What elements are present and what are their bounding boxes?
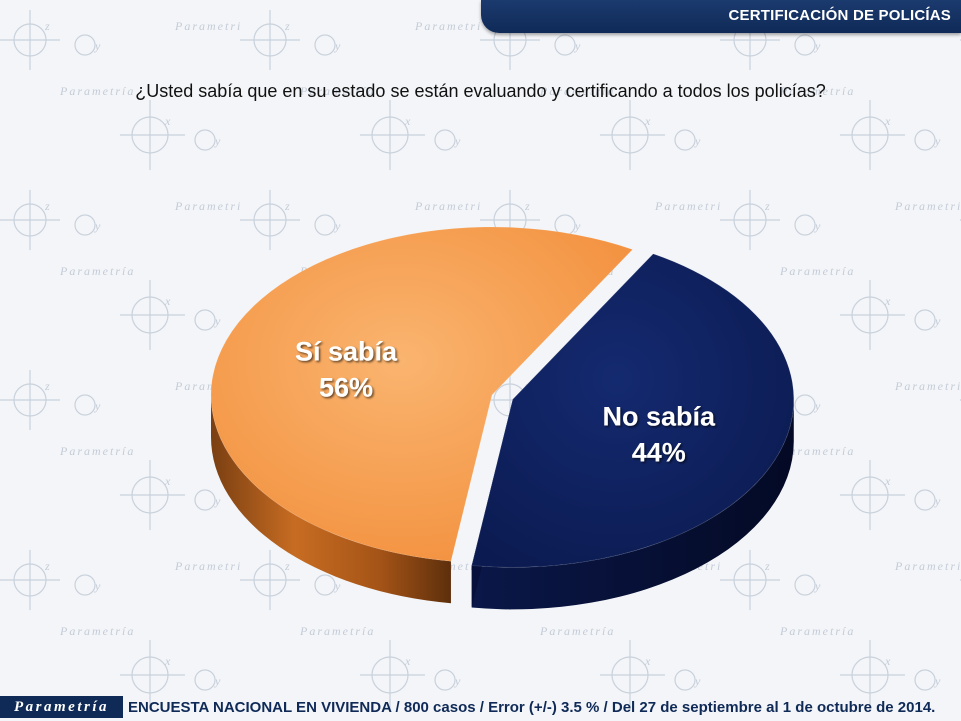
- slice-si-sabia-top: [210, 226, 634, 562]
- label-no-sabia: No sabía: [602, 402, 716, 432]
- label-no-sabia-value: 44%: [632, 438, 686, 468]
- footer: Parametría ENCUESTA NACIONAL EN VIVIENDA…: [0, 694, 961, 721]
- slice-no-sabia: [471, 253, 795, 610]
- header-bar: CERTIFICACIÓN DE POLICÍAS: [481, 0, 961, 33]
- label-si-sabia: Sí sabía: [295, 337, 398, 367]
- header-title: CERTIFICACIÓN DE POLICÍAS: [728, 7, 951, 24]
- chart-title: ¿Usted sabía que en su estado se están e…: [135, 81, 826, 101]
- slice-no-sabia-side: [471, 399, 794, 610]
- slice-no-sabia-top: [471, 253, 795, 568]
- slice-si-sabia: [210, 226, 634, 604]
- slice-si-sabia-side: [211, 395, 451, 604]
- survey-note: ENCUESTA NACIONAL EN VIVIENDA / 800 caso…: [128, 699, 936, 716]
- label-si-sabia-value: 56%: [319, 373, 373, 403]
- parametria-logo: Parametría: [0, 696, 123, 718]
